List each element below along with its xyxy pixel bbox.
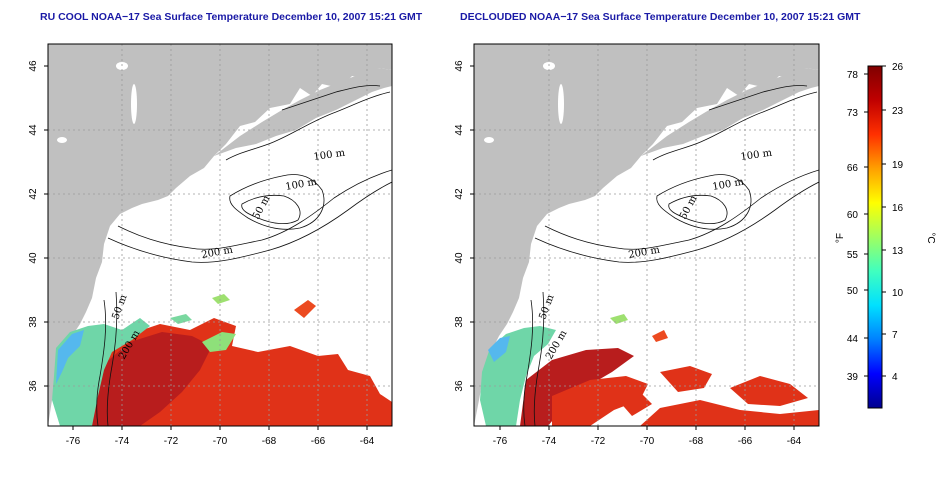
x-axis: -76 -74 -72 -70 -68 -66 -64 [66,426,375,447]
y-tick-label: 46 [28,60,39,72]
celsius-tick-label: 26 [892,62,904,73]
celsius-tick-label: 16 [892,203,904,214]
lake [484,137,494,143]
land-nova-scotia [641,68,819,156]
contour-label: 100 m [740,148,773,163]
celsius-tick-label: 10 [892,288,904,299]
map-panel-right: DECLOUDED NOAA−17 Sea Surface Temperatur… [454,11,861,447]
x-tick-label: -70 [640,436,655,447]
sst-scattered-patch [652,330,668,342]
map-grid [48,44,392,426]
y-tick-label: 36 [28,380,39,392]
sst-cool-patch [202,332,236,352]
y-tick-label: 46 [454,60,465,72]
land-nova-scotia [214,68,392,156]
land-newfoundland [360,44,392,62]
celsius-tick-label: 4 [892,372,898,383]
map-area: 100 m 100 m 50 m 200 m 50 m 200 m [48,44,392,426]
map-area: 100 m 100 m 50 m 200 m 50 m 200 m [474,44,819,426]
y-axis: 36 38 40 42 44 46 [28,60,48,392]
y-tick-label: 44 [28,124,39,136]
fahrenheit-tick-label: 60 [847,210,859,221]
fahrenheit-tick-label: 73 [847,108,859,119]
x-tick-label: -66 [738,436,753,447]
fahrenheit-axis-label: °F [835,233,846,243]
y-tick-label: 44 [454,124,465,136]
fahrenheit-tick-label: 50 [847,286,859,297]
y-tick-label: 38 [454,316,465,328]
lake-champlain [558,84,564,124]
sst-warm-patch [552,376,648,426]
sst-coastal-blue [56,330,84,384]
celsius-tick-label: 19 [892,160,904,171]
colorbar-gradient [867,65,883,409]
sst-scattered-patch [610,314,628,324]
map-title: DECLOUDED NOAA−17 Sea Surface Temperatur… [460,11,861,23]
x-tick-label: -68 [262,436,277,447]
map-panel-left: RU COOL NOAA−17 Sea Surface Temperature … [28,11,423,447]
lake-champlain [131,84,137,124]
sst-scattered-patch [212,294,230,304]
land-newfoundland [787,44,819,62]
sst-coastal-blue [488,336,510,362]
fahrenheit-tick-label: 78 [847,70,859,81]
x-tick-label: -72 [591,436,606,447]
x-tick-label: -70 [213,436,228,447]
x-tick-label: -74 [115,436,130,447]
x-tick-label: -76 [493,436,508,447]
contour-label: 100 m [313,148,346,163]
y-tick-label: 40 [28,252,39,264]
sst-scattered-patch [294,300,316,318]
x-axis: -76 -74 -72 -70 -68 -66 -64 [493,426,802,447]
x-tick-label: -72 [164,436,179,447]
colorbar-ticks: 78 73 66 60 55 50 44 39 26 23 19 16 13 10 7 4 [847,62,904,383]
fahrenheit-tick-label: 66 [847,163,859,174]
y-tick-label: 40 [454,252,465,264]
sst-scattered-patch [170,314,192,324]
x-tick-label: -68 [689,436,704,447]
land-mass [474,44,819,426]
x-tick-label: -74 [542,436,557,447]
x-tick-label: -66 [311,436,326,447]
y-axis: 36 38 40 42 44 46 [454,60,474,392]
sst-warm-patch [640,400,819,426]
x-tick-label: -64 [787,436,802,447]
sst-warm-patch [730,376,808,406]
x-tick-label: -64 [360,436,375,447]
celsius-tick-label: 13 [892,246,904,257]
celsius-axis-label: °C [925,232,936,243]
fahrenheit-tick-label: 44 [847,334,859,345]
land-mass [48,44,392,426]
y-tick-label: 38 [28,316,39,328]
bathymetry-contours [523,85,819,426]
celsius-tick-label: 23 [892,106,904,117]
y-tick-label: 36 [454,380,465,392]
sst-warm-patch [618,394,652,416]
sst-warm-patch [660,366,712,392]
map-grid [474,44,819,426]
bathymetry-contours [96,85,392,426]
y-tick-label: 42 [28,188,39,200]
lake [57,137,67,143]
celsius-tick-label: 7 [892,330,898,341]
fahrenheit-tick-label: 39 [847,372,859,383]
x-tick-label: -76 [66,436,81,447]
colorbar: 78 73 66 60 55 50 44 39 26 23 19 16 13 10 7 4 °F °C [835,62,936,409]
map-title: RU COOL NOAA−17 Sea Surface Temperature … [40,11,423,23]
fahrenheit-tick-label: 55 [847,250,859,261]
y-tick-label: 42 [454,188,465,200]
